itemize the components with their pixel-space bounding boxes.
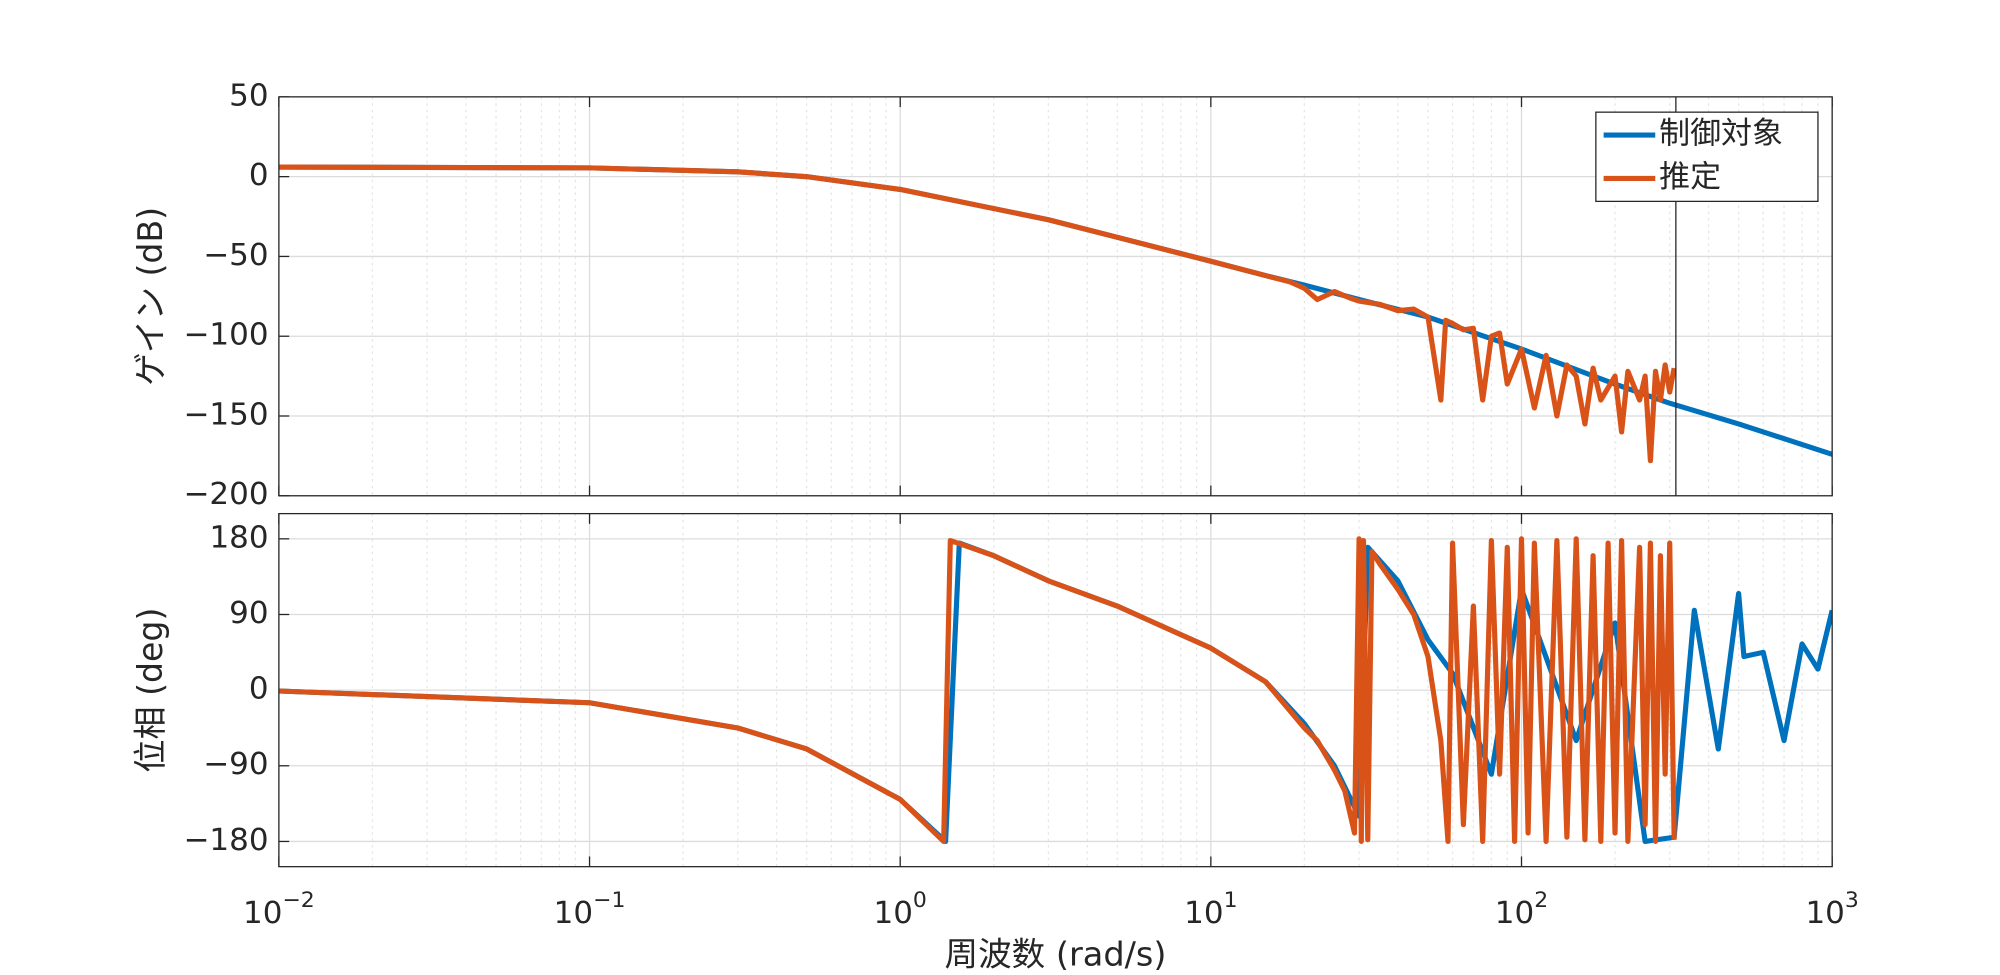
series-line	[278, 164, 1677, 464]
axes-box	[278, 512, 1833, 868]
plot-area	[278, 96, 1833, 496]
plot-lines	[278, 164, 1833, 464]
legend-label: 推定	[1659, 159, 1721, 195]
y-tick-label: 90	[229, 595, 268, 631]
y-tick-label: −90	[203, 746, 268, 782]
y-tick-label: −50	[203, 237, 268, 273]
y-tick-label: −200	[183, 476, 268, 512]
axes-box	[278, 96, 1833, 497]
y-axis-label: ゲイン (dB)	[131, 207, 170, 386]
x-tick-label: 10−2	[243, 888, 315, 930]
y-tick-label: 0	[249, 671, 269, 707]
legend-box	[1595, 111, 1819, 203]
y-tick-label: 180	[209, 519, 268, 555]
series-line	[278, 536, 1677, 844]
x-tick-label: 102	[1495, 888, 1548, 930]
legend-label: 制御対象	[1659, 116, 1783, 152]
y-tick-label: −100	[183, 317, 268, 353]
y-tick-label: 50	[229, 77, 268, 113]
x-tick-label: 100	[874, 888, 927, 930]
x-axis-label: 周波数 (rad/s)	[945, 935, 1167, 974]
y-tick-label: 0	[249, 157, 269, 193]
y-tick-label: −150	[183, 397, 268, 433]
plot-lines	[278, 536, 1833, 844]
y-tick-label: −180	[183, 822, 268, 858]
x-tick-label: 103	[1805, 888, 1858, 930]
y-axis-label: 位相 (deg)	[131, 608, 170, 773]
x-tick-label: 101	[1184, 888, 1237, 930]
x-tick-label: 10−1	[554, 888, 626, 930]
